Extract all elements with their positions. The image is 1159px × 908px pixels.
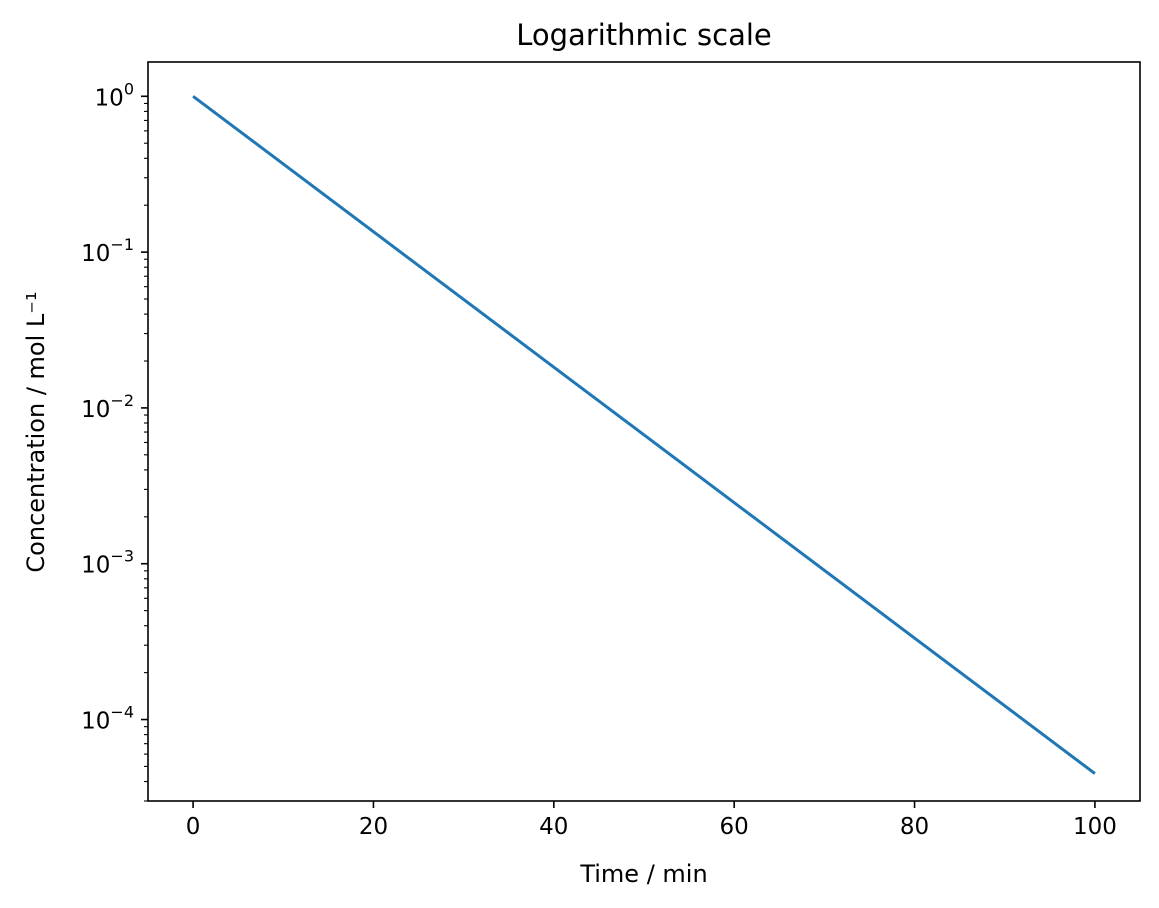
series-line: [192, 95, 1096, 775]
y-tick-label-exponent: −4: [110, 703, 134, 722]
y-tick-label: 100: [95, 79, 134, 111]
chart-title: Logarithmic scale: [516, 18, 772, 52]
x-tick-label: 40: [539, 814, 568, 840]
y-tick-label-base: 10: [81, 397, 110, 423]
y-tick-label-base: 10: [81, 553, 110, 579]
y-tick-label: 10−2: [81, 391, 134, 423]
x-tick-label: 0: [186, 814, 201, 840]
x-tick-label: 100: [1073, 814, 1117, 840]
y-tick-label-base: 10: [95, 85, 124, 111]
plot-frame: [147, 61, 1141, 802]
y-tick-label-exponent: −2: [110, 391, 134, 410]
y-tick-label-base: 10: [81, 241, 110, 267]
y-tick-label: 10−4: [81, 703, 134, 735]
y-tick-label-exponent: 0: [124, 79, 134, 98]
y-tick-label-base: 10: [81, 709, 110, 735]
x-tick-label: 80: [900, 814, 929, 840]
x-axis-label: Time / min: [579, 860, 707, 888]
y-axis-label: Concentration / mol L⁻¹: [22, 291, 50, 572]
y-tick-label-exponent: −3: [110, 547, 134, 566]
x-tick-label: 60: [720, 814, 749, 840]
y-tick-label: 10−3: [81, 547, 134, 579]
x-tick-label: 20: [359, 814, 388, 840]
y-tick-label-exponent: −1: [110, 235, 134, 254]
y-tick-label: 10−1: [81, 235, 134, 267]
series-layer: [192, 95, 1096, 775]
